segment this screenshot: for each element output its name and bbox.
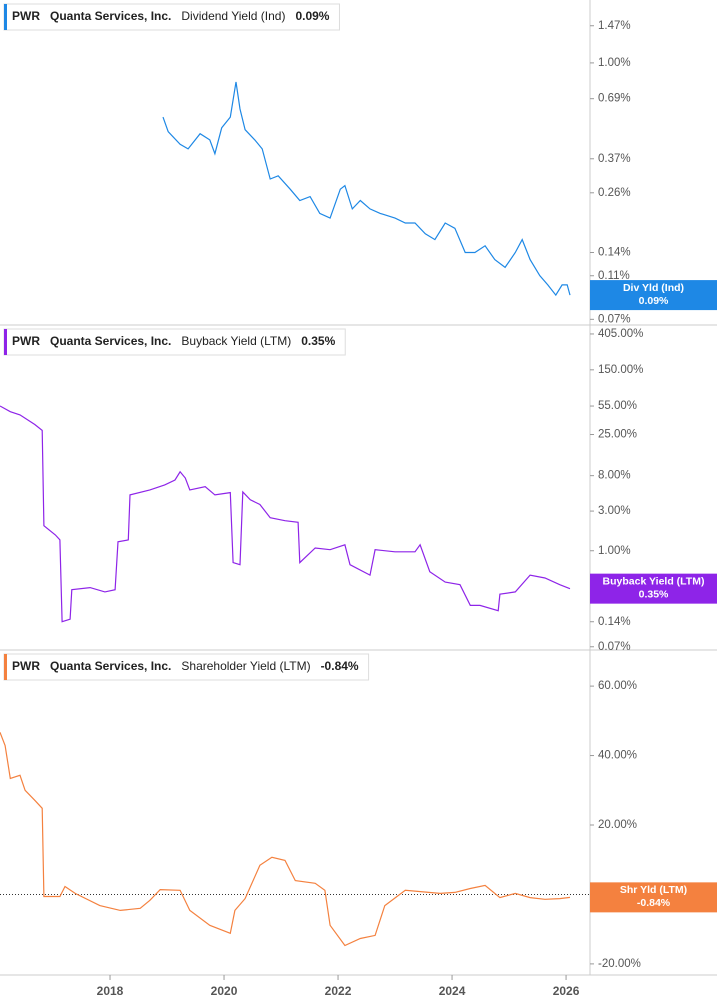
flag-label: Buyback Yield (LTM) xyxy=(603,575,705,587)
y-tick-label: 60.00% xyxy=(598,680,637,692)
ticker: PWR xyxy=(12,334,40,348)
y-tick-label: 1.00% xyxy=(598,545,631,557)
x-tick-label: 2018 xyxy=(97,984,124,998)
x-tick-label: 2024 xyxy=(439,984,466,998)
y-tick-label: 0.07% xyxy=(598,313,631,325)
ticker: PWR xyxy=(12,659,40,673)
flag-label: Div Yld (Ind) xyxy=(623,282,684,294)
header-box xyxy=(3,653,370,681)
y-tick-label: 55.00% xyxy=(598,400,637,412)
y-tick-label: 8.00% xyxy=(598,470,631,482)
series-line xyxy=(162,81,571,297)
y-tick-label: 3.00% xyxy=(598,505,631,517)
company-name: Quanta Services, Inc. xyxy=(50,334,171,348)
ticker: PWR xyxy=(12,9,40,23)
y-tick-label: 40.00% xyxy=(598,750,637,762)
y-tick-label: 1.47% xyxy=(598,20,631,32)
flag-value: 0.09% xyxy=(639,295,669,307)
y-tick-label: 0.26% xyxy=(598,187,631,199)
header-swatch xyxy=(4,329,7,355)
flag-value: -0.84% xyxy=(637,897,671,909)
current-value: 0.35% xyxy=(301,334,335,348)
y-tick-label: 20.00% xyxy=(598,819,637,831)
y-tick-label: 0.07% xyxy=(598,641,631,653)
y-tick-label: 0.14% xyxy=(598,247,631,259)
header-swatch xyxy=(4,4,7,30)
current-value: -0.84% xyxy=(321,659,359,673)
y-tick-label: -20.00% xyxy=(598,958,641,970)
series-header: PWR Quanta Services, Inc. Buyback Yield (L… xyxy=(3,328,346,356)
x-tick-label: 2020 xyxy=(211,984,238,998)
series-line xyxy=(0,732,571,947)
y-tick-label: 0.14% xyxy=(598,616,631,628)
legend-label: Buyback Yield (LTM) xyxy=(181,334,291,348)
series-header: PWR Quanta Services, Inc. Shareholder Yiel… xyxy=(3,653,370,681)
current-value: 0.09% xyxy=(295,9,329,23)
flag-label: Shr Yld (LTM) xyxy=(620,884,687,896)
x-tick-label: 2022 xyxy=(325,984,352,998)
value-flag xyxy=(590,280,717,311)
series-header: PWR Quanta Services, Inc. Dividend Yield (… xyxy=(3,3,340,31)
flag-value: 0.35% xyxy=(639,588,669,600)
legend-label: Shareholder Yield (LTM) xyxy=(181,659,310,673)
y-tick-label: 1.00% xyxy=(598,57,631,69)
header-swatch xyxy=(4,654,7,680)
y-tick-label: 405.00% xyxy=(598,328,643,340)
value-flag xyxy=(590,882,717,913)
series-line xyxy=(0,405,571,623)
header-box xyxy=(3,328,346,356)
company-name: Quanta Services, Inc. xyxy=(50,659,171,673)
legend-label: Dividend Yield (Ind) xyxy=(181,9,285,23)
y-tick-label: 0.11% xyxy=(598,270,630,282)
x-tick-label: 2026 xyxy=(553,984,580,998)
y-tick-label: 25.00% xyxy=(598,429,637,441)
y-tick-label: 150.00% xyxy=(598,364,643,376)
y-tick-label: 0.37% xyxy=(598,153,631,165)
value-flag xyxy=(590,573,717,604)
y-tick-label: 0.69% xyxy=(598,93,631,105)
company-name: Quanta Services, Inc. xyxy=(50,9,171,23)
